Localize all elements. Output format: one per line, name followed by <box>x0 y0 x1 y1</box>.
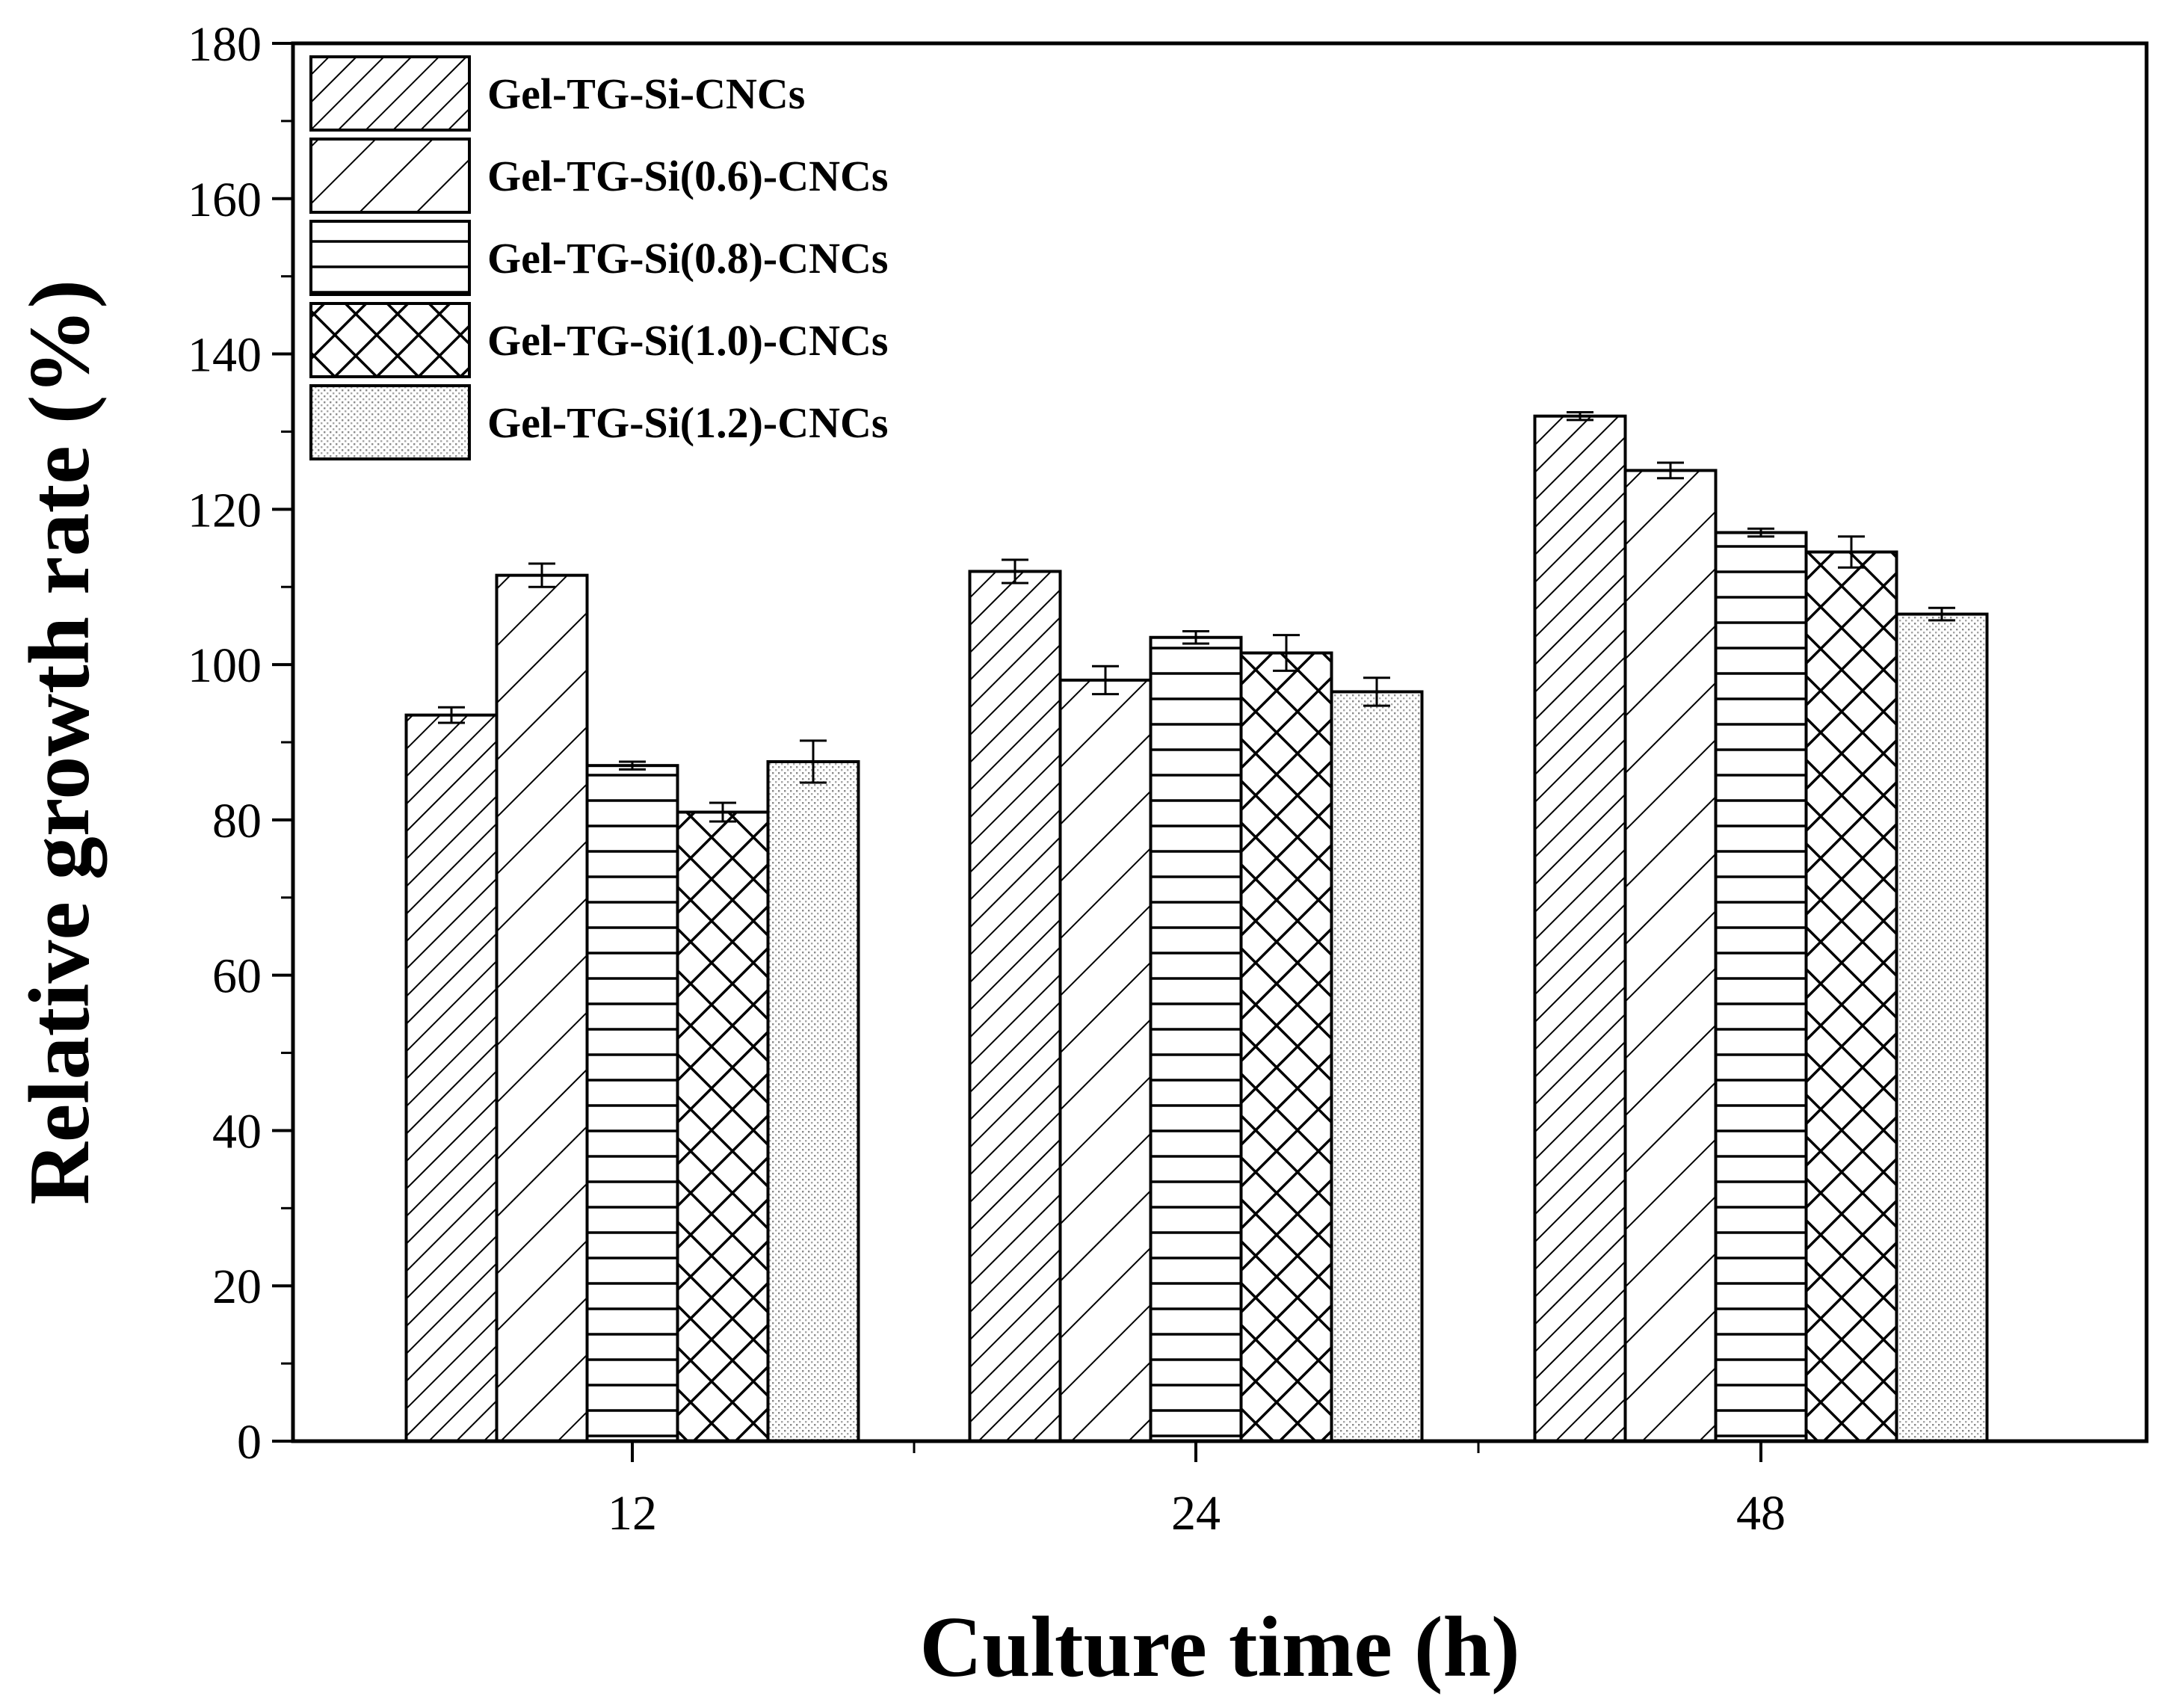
bar-12h-series-2 <box>495 573 589 1443</box>
x-tick-label-48: 48 <box>1736 1486 1786 1541</box>
legend-swatch <box>309 138 471 214</box>
y-tick-label-120: 120 <box>188 483 262 537</box>
x-axis: 12 24 48 <box>608 1441 1786 1541</box>
legend-swatch <box>309 55 471 132</box>
legend-label: Gel-TG-Si(0.6)-CNCs <box>487 152 888 200</box>
error-bar-12h-series-5 <box>800 739 827 784</box>
legend-item-1: Gel-TG-Si-CNCs <box>309 55 805 132</box>
y-axis: 0 20 40 60 80 100 120 140 160 180 <box>188 17 293 1470</box>
bar-24h-series-4 <box>1239 651 1333 1443</box>
error-bar-12h-series-1 <box>438 706 465 724</box>
y-tick-label-160: 160 <box>188 173 262 227</box>
legend: Gel-TG-Si-CNCs Gel-TG-Si(0.6)-CNCs Gel-TG-… <box>309 55 888 460</box>
error-bar-12h-series-4 <box>709 801 736 823</box>
legend-label: Gel-TG-Si(1.0)-CNCs <box>487 316 888 365</box>
bar-24h-series-5 <box>1330 690 1424 1443</box>
legend-item-5: Gel-TG-Si(1.2)-CNCs <box>309 384 888 460</box>
error-bar-24h-series-2 <box>1092 665 1119 696</box>
legend-item-4: Gel-TG-Si(1.0)-CNCs <box>309 302 888 378</box>
error-bar-48h-series-1 <box>1567 410 1593 422</box>
y-tick-label-0: 0 <box>237 1415 262 1470</box>
error-bar-24h-series-3 <box>1182 629 1209 645</box>
y-tick-label-80: 80 <box>212 794 262 848</box>
error-bar-48h-series-4 <box>1838 535 1865 569</box>
bar-24h-series-1 <box>968 570 1062 1443</box>
y-tick-label-60: 60 <box>212 949 262 1004</box>
legend-item-2: Gel-TG-Si(0.6)-CNCs <box>309 138 888 214</box>
bar-24h-series-3 <box>1149 635 1243 1443</box>
x-tick-label-24: 24 <box>1171 1486 1221 1541</box>
bar-48h-series-3 <box>1714 531 1808 1443</box>
bar-12h-series-1 <box>404 713 499 1443</box>
y-tick-label-140: 140 <box>188 328 262 383</box>
x-tick-label-12: 12 <box>608 1486 657 1541</box>
y-tick-label-40: 40 <box>212 1104 262 1159</box>
y-tick-label-20: 20 <box>212 1260 262 1314</box>
error-bar-24h-series-4 <box>1273 634 1300 672</box>
legend-label: Gel-TG-Si(1.2)-CNCs <box>487 398 888 447</box>
bar-48h-series-5 <box>1895 612 1989 1443</box>
error-bar-24h-series-5 <box>1363 676 1390 707</box>
bar-48h-series-1 <box>1533 414 1627 1443</box>
legend-swatch <box>309 220 471 296</box>
y-axis-title: Relative growth rate (%) <box>12 280 108 1205</box>
error-bar-24h-series-1 <box>1002 558 1028 585</box>
x-axis-title: Culture time (h) <box>919 1600 1519 1695</box>
legend-label: Gel-TG-Si-CNCs <box>487 70 805 118</box>
bar-48h-series-4 <box>1804 550 1898 1443</box>
error-bar-48h-series-2 <box>1657 461 1684 480</box>
legend-swatch <box>309 384 471 460</box>
y-tick-label-100: 100 <box>188 638 262 693</box>
error-bars-layer <box>438 410 1955 823</box>
bars-layer <box>404 414 1989 1443</box>
bar-12h-series-4 <box>676 810 770 1443</box>
error-bar-12h-series-3 <box>619 760 646 771</box>
error-bar-48h-series-3 <box>1747 527 1774 538</box>
y-tick-label-180: 180 <box>188 17 262 72</box>
bar-48h-series-2 <box>1623 469 1718 1443</box>
error-bar-48h-series-5 <box>1928 606 1955 622</box>
error-bar-12h-series-2 <box>528 562 555 588</box>
legend-label: Gel-TG-Si(0.8)-CNCs <box>487 234 888 283</box>
bar-24h-series-2 <box>1058 678 1153 1443</box>
legend-swatch <box>309 302 471 378</box>
legend-item-3: Gel-TG-Si(0.8)-CNCs <box>309 220 888 296</box>
bar-12h-series-5 <box>766 759 860 1443</box>
bar-12h-series-3 <box>585 764 679 1443</box>
